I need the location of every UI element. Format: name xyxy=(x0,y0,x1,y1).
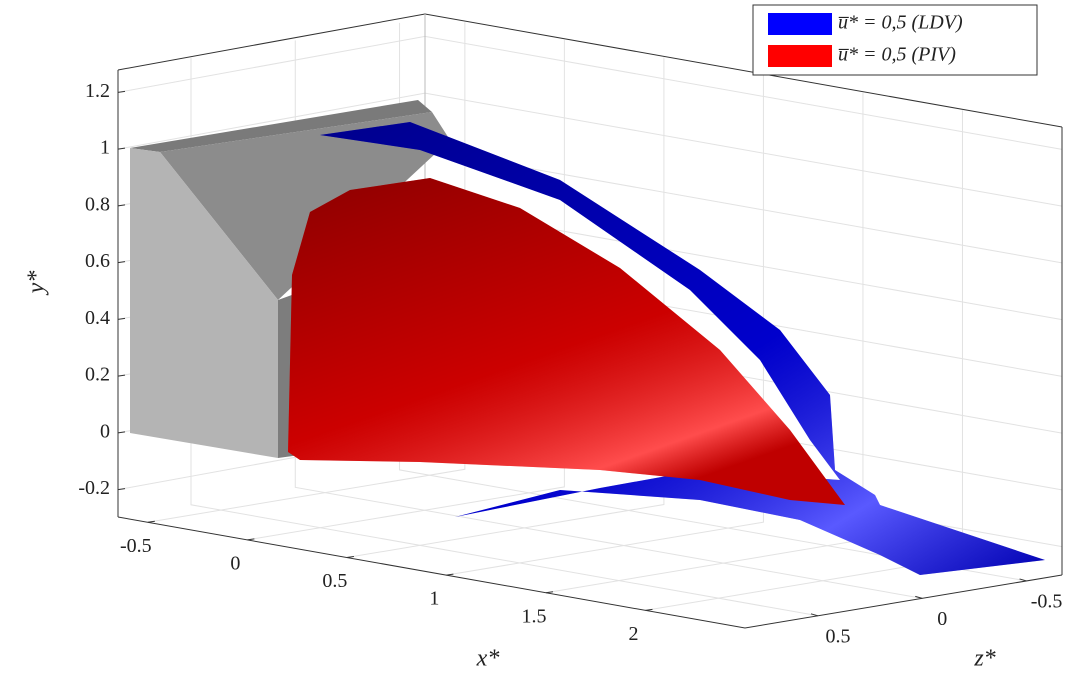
legend-label: u̅* = 0,5 (LDV) xyxy=(838,12,963,34)
z-tick xyxy=(915,595,923,599)
x-tick-label: 0 xyxy=(230,552,240,574)
z-tick-label: 0 xyxy=(937,608,947,630)
y-tick-label: 0 xyxy=(100,420,110,442)
y-axis-label: y* xyxy=(24,271,50,296)
block-top xyxy=(130,100,432,152)
z-tick-label: -0.5 xyxy=(1031,591,1063,613)
x-tick xyxy=(247,538,255,541)
grid-line xyxy=(446,75,764,576)
x-tick xyxy=(346,556,354,559)
y-tick-label: 1 xyxy=(100,137,110,159)
axis xyxy=(117,516,1063,629)
grid-line xyxy=(147,22,466,523)
legend-swatch xyxy=(768,13,832,35)
surface-shade xyxy=(288,178,845,505)
x-tick-label: 1.5 xyxy=(521,605,546,627)
z-tick xyxy=(810,613,819,617)
y-tick xyxy=(117,204,126,207)
x-tick-label: 2 xyxy=(628,623,638,645)
y-tick xyxy=(117,488,126,491)
block-front xyxy=(130,148,278,458)
y-tick-label: 0.2 xyxy=(85,364,110,386)
z-tick xyxy=(1019,578,1027,582)
x-tick-label: 0.5 xyxy=(322,570,347,592)
y-tick-label: 1.2 xyxy=(85,80,110,102)
legend: u̅* = 0,5 (LDV) u̅* = 0,5 (PIV) xyxy=(752,4,1038,76)
y-tick-label: 0.6 xyxy=(85,250,110,272)
x-axis-label: x* xyxy=(476,646,500,672)
ticks: -0.2 0 0.2 0.4 0.6 0.8 1 1.2 -0.5 0 0.5 1 1.5 2 0.5 0 -0… xyxy=(78,80,1062,647)
z-tick-label: 0.5 xyxy=(825,625,850,647)
x-tick xyxy=(147,520,155,523)
x-tick-label: 1 xyxy=(429,588,439,610)
x-tick-label: -0.5 xyxy=(120,535,152,557)
legend-swatch xyxy=(768,45,832,67)
y-tick xyxy=(117,90,126,93)
y-tick xyxy=(117,374,126,377)
surface-shade xyxy=(320,122,1045,575)
y-tick-label: 0.4 xyxy=(85,307,110,329)
z-axis-label: z* xyxy=(973,646,995,672)
x-tick xyxy=(545,591,554,594)
y-tick-label: -0.2 xyxy=(78,477,110,499)
y-tick xyxy=(117,317,126,320)
legend-label: u̅* = 0,5 (PIV) xyxy=(838,44,956,66)
y-tick-label: 0.8 xyxy=(85,193,110,215)
x-tick xyxy=(645,608,653,611)
y-tick xyxy=(117,261,126,264)
surface-piv xyxy=(288,178,845,505)
x-tick xyxy=(446,573,454,576)
surface-ldv xyxy=(320,122,1045,575)
y-tick xyxy=(117,431,126,434)
y-tick xyxy=(117,147,126,150)
block-slope xyxy=(160,112,450,300)
grid-line xyxy=(346,57,665,559)
